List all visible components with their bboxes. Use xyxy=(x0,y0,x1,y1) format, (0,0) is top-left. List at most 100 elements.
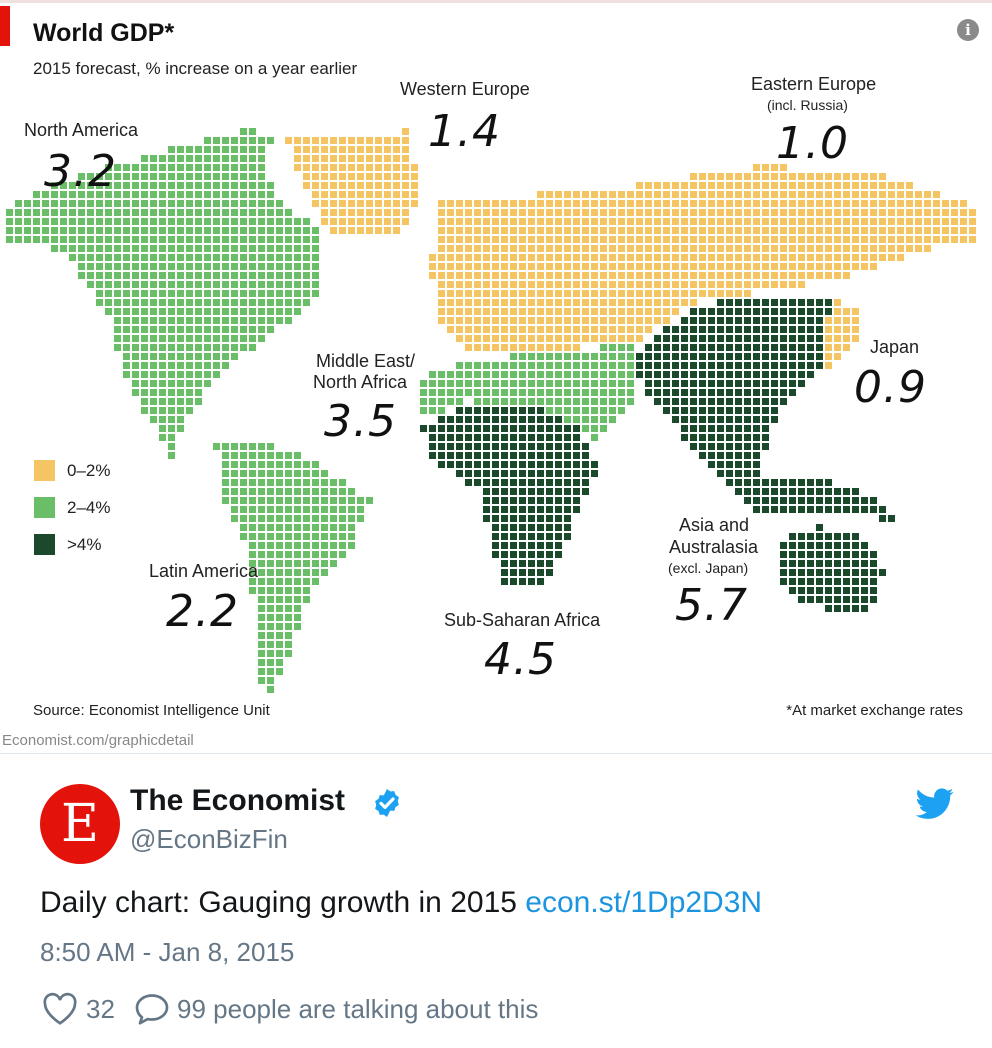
map-cell xyxy=(465,443,472,450)
tweet-link[interactable]: econ.st/1Dp2D3N xyxy=(525,886,763,919)
map-cell xyxy=(825,542,832,549)
map-cell xyxy=(555,200,562,207)
map-cell xyxy=(591,308,598,315)
map-cell xyxy=(573,335,580,342)
map-cell xyxy=(555,452,562,459)
twitter-bird-icon[interactable] xyxy=(915,788,955,820)
map-cell xyxy=(861,497,868,504)
map-cell xyxy=(483,209,490,216)
map-cell xyxy=(708,335,715,342)
map-cell xyxy=(483,281,490,288)
map-cell xyxy=(807,317,814,324)
map-cell xyxy=(348,209,355,216)
map-cell xyxy=(159,281,166,288)
avatar[interactable]: E xyxy=(40,784,120,864)
map-cell xyxy=(546,569,553,576)
map-cell xyxy=(807,227,814,234)
heart-icon[interactable] xyxy=(42,992,78,1026)
map-cell xyxy=(168,362,175,369)
map-cell xyxy=(546,326,553,333)
map-cell xyxy=(780,578,787,585)
map-cell xyxy=(528,371,535,378)
author-handle[interactable]: @EconBizFin xyxy=(130,824,288,854)
map-cell xyxy=(114,209,121,216)
map-cell xyxy=(663,326,670,333)
map-cell xyxy=(636,335,643,342)
map-cell xyxy=(249,236,256,243)
map-cell xyxy=(762,443,769,450)
map-cell xyxy=(285,299,292,306)
map-cell xyxy=(186,209,193,216)
map-cell xyxy=(492,497,499,504)
map-cell xyxy=(816,299,823,306)
map-cell xyxy=(600,416,607,423)
map-cell xyxy=(78,227,85,234)
map-cell xyxy=(501,479,508,486)
map-cell xyxy=(681,263,688,270)
map-cell xyxy=(60,209,67,216)
map-cell xyxy=(852,596,859,603)
map-cell xyxy=(267,515,274,522)
map-cell xyxy=(474,434,481,441)
map-cell xyxy=(636,326,643,333)
map-cell xyxy=(213,344,220,351)
map-cell xyxy=(474,290,481,297)
map-cell xyxy=(312,461,319,468)
map-cell xyxy=(348,515,355,522)
map-cell xyxy=(258,290,265,297)
map-cell xyxy=(762,425,769,432)
map-cell xyxy=(303,596,310,603)
map-cell xyxy=(267,290,274,297)
map-cell xyxy=(177,371,184,378)
region-label-australasia: Australasia xyxy=(669,537,759,557)
map-cell xyxy=(330,488,337,495)
map-cell xyxy=(627,335,634,342)
info-icon[interactable]: i xyxy=(957,19,979,41)
map-cell xyxy=(402,182,409,189)
map-cell xyxy=(447,272,454,279)
timestamp[interactable]: 8:50 AM - Jan 8, 2015 xyxy=(40,937,295,967)
map-cell xyxy=(771,182,778,189)
map-cell xyxy=(438,443,445,450)
map-cell xyxy=(33,227,40,234)
map-cell xyxy=(447,218,454,225)
map-cell xyxy=(816,308,823,315)
talking-count[interactable]: 99 people are talking about this xyxy=(177,994,539,1024)
map-cell xyxy=(546,533,553,540)
map-cell xyxy=(699,254,706,261)
map-cell xyxy=(843,578,850,585)
map-cell xyxy=(231,227,238,234)
map-cell xyxy=(537,227,544,234)
map-cell xyxy=(447,389,454,396)
map-cell xyxy=(573,434,580,441)
map-cell xyxy=(771,191,778,198)
map-cell xyxy=(762,191,769,198)
map-cell xyxy=(762,200,769,207)
map-cell xyxy=(780,227,787,234)
map-cell xyxy=(150,263,157,270)
map-cell xyxy=(285,605,292,612)
map-cell xyxy=(861,236,868,243)
map-cell xyxy=(51,191,58,198)
map-cell xyxy=(681,380,688,387)
map-cell xyxy=(339,191,346,198)
map-cell xyxy=(294,299,301,306)
map-cell xyxy=(726,299,733,306)
map-cell xyxy=(501,533,508,540)
map-cell xyxy=(807,533,814,540)
map-cell xyxy=(501,236,508,243)
map-cell xyxy=(501,308,508,315)
comment-bubble-icon[interactable] xyxy=(134,992,170,1026)
map-cell xyxy=(258,569,265,576)
map-cell xyxy=(204,335,211,342)
map-cell xyxy=(321,137,328,144)
map-cell xyxy=(258,281,265,288)
map-cell xyxy=(672,245,679,252)
map-cell xyxy=(249,227,256,234)
map-cell xyxy=(681,317,688,324)
map-cell xyxy=(564,218,571,225)
map-cell xyxy=(258,470,265,477)
map-cell xyxy=(654,308,661,315)
author-name[interactable]: The Economist xyxy=(130,784,346,817)
chart-image[interactable]: World GDP* 2015 forecast, % increase on … xyxy=(0,0,992,752)
